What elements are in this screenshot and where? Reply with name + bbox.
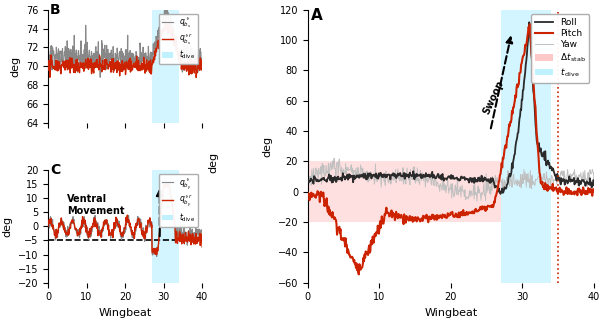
Text: Ventral
Movement: Ventral Movement xyxy=(67,194,125,216)
Text: deg: deg xyxy=(208,152,218,173)
Legend: $q^\circ_{b_s}$, $q^{\circ\,r}_{b_s}$, $t_{\mathrm{dive}}$: $q^\circ_{b_s}$, $q^{\circ\,r}_{b_s}$, $… xyxy=(158,14,198,64)
Bar xyxy=(152,10,179,123)
Y-axis label: deg: deg xyxy=(2,216,12,237)
Bar xyxy=(152,170,179,283)
Legend: $q^\circ_{b_y}$, $q^{\circ\,r}_{b_y}$, $t_{\mathrm{dive}}$: $q^\circ_{b_y}$, $q^{\circ\,r}_{b_y}$, $… xyxy=(158,174,198,227)
Text: Swoop: Swoop xyxy=(481,79,505,116)
Bar xyxy=(501,10,551,283)
Legend: Roll, Pitch, Yaw, $\Delta t_{\,\mathrm{stab}}$, $t_{\,\mathrm{dive}}$: Roll, Pitch, Yaw, $\Delta t_{\,\mathrm{s… xyxy=(531,14,589,83)
Y-axis label: deg: deg xyxy=(10,56,20,77)
X-axis label: Wingbeat: Wingbeat xyxy=(424,308,478,318)
Y-axis label: deg: deg xyxy=(262,136,272,157)
Bar xyxy=(308,162,501,222)
Text: C: C xyxy=(50,163,60,177)
Text: A: A xyxy=(311,8,323,23)
Text: B: B xyxy=(50,4,61,18)
X-axis label: Wingbeat: Wingbeat xyxy=(98,308,152,318)
